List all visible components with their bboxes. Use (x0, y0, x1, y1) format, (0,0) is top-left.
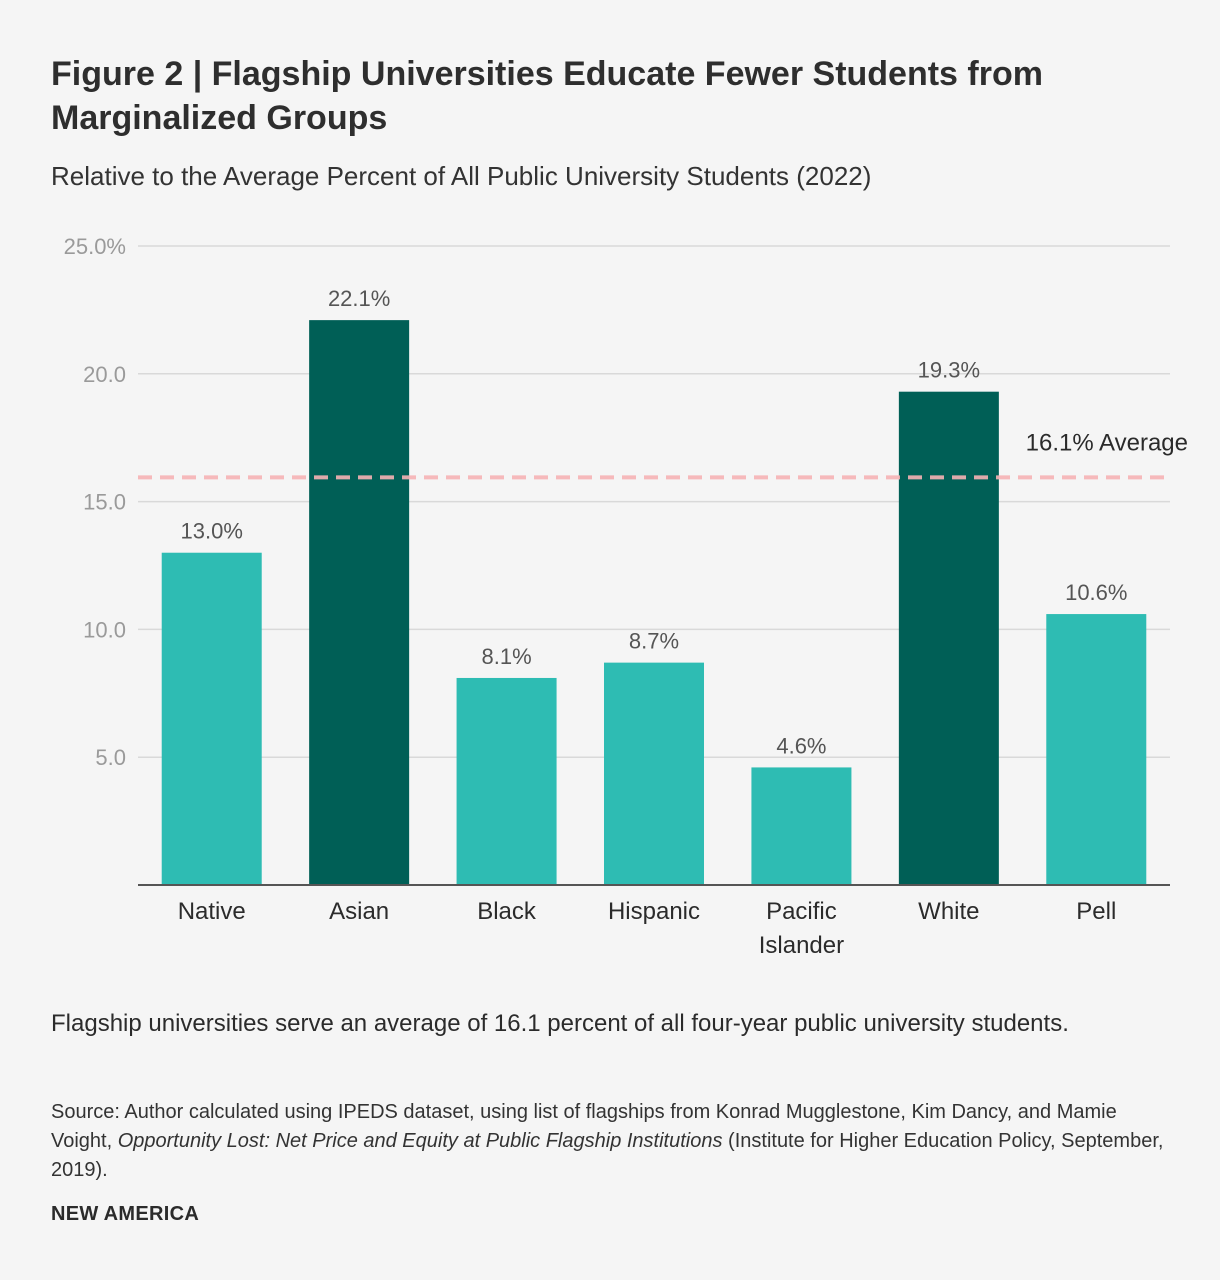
category-label-line: Pell (1076, 898, 1116, 925)
chart-subtitle: Relative to the Average Percent of All P… (51, 161, 872, 191)
value-label: 10.6% (1065, 580, 1127, 605)
bar (898, 391, 999, 885)
bar (604, 662, 704, 885)
category-label: Native (178, 898, 246, 925)
chart-title: Figure 2 | Flagship Universities Educate… (51, 55, 1043, 137)
bar (1046, 614, 1147, 885)
category-label-line: White (918, 898, 979, 925)
category-label: Pell (1076, 898, 1116, 925)
bar (161, 552, 262, 885)
source-suffix: (Institute for Higher Education Policy, … (51, 1130, 1164, 1181)
value-label: 22.1% (328, 286, 390, 311)
category-label-line: Hispanic (608, 898, 700, 925)
category-label: Pacific Islander (759, 898, 844, 959)
source-prefix: Source: Author calculated using IPEDS da… (51, 1101, 1117, 1152)
value-label: 4.6% (776, 733, 826, 758)
y-tick-label: 20.0 (83, 362, 126, 387)
category-label-line: Asian (329, 898, 389, 925)
value-label: 8.7% (629, 629, 679, 654)
category-label: Hispanic (608, 898, 700, 925)
category-label-line: Pacific (766, 898, 837, 925)
average-line-group: 16.1% Average (138, 429, 1188, 480)
bars (161, 320, 1147, 885)
source-title: Opportunity Lost: Net Price and Equity a… (117, 1130, 723, 1152)
category-label: White (918, 898, 979, 925)
y-tick-label: 5.0 (95, 745, 126, 770)
bar-chart: 5.0 10.0 15.0 20.0 25.0% 16.1% Average 13.0%… (64, 234, 1188, 959)
y-tick-label: 15.0 (83, 490, 126, 515)
value-label: 19.3% (918, 358, 980, 383)
bar (456, 677, 557, 885)
chart-note: Flagship universities serve an average o… (51, 1010, 1069, 1037)
bar (751, 767, 852, 885)
value-label: 8.1% (481, 644, 531, 669)
brand-logo-text: NEW AMERICA (51, 1203, 200, 1225)
value-label: 13.0% (181, 519, 243, 544)
category-label: Asian (329, 898, 389, 925)
y-axis-ticks: 5.0 10.0 15.0 20.0 25.0% (64, 234, 126, 770)
y-tick-label: 10.0 (83, 617, 126, 642)
average-label: 16.1% Average (1026, 429, 1188, 456)
value-labels: 13.0% 22.1% 8.1% 8.7% 4.6% 19.3% 10.6% (181, 286, 1128, 758)
category-labels: Native Asian Black Hispanic Pacific Islander W… (178, 898, 1117, 959)
category-label-line: Native (178, 898, 246, 925)
category-label-line: Islander (759, 932, 844, 959)
category-label: Black (477, 898, 537, 925)
category-label-line: Black (477, 898, 537, 925)
bar (309, 320, 410, 885)
source-citation: Source: Author calculated using IPEDS da… (51, 1098, 1171, 1185)
y-tick-label: 25.0% (64, 234, 126, 259)
